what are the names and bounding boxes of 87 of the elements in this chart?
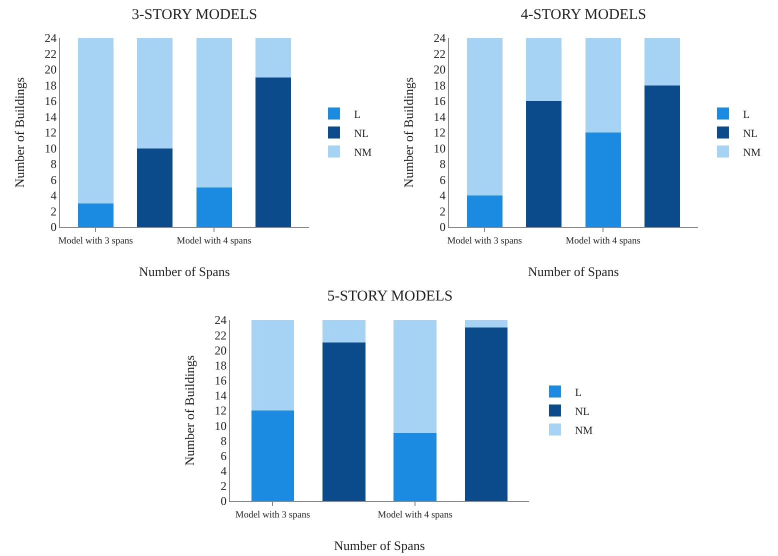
bar bbox=[394, 433, 436, 501]
x-tick-label: Model with 3 spans bbox=[447, 236, 522, 246]
y-tick-label: 6 bbox=[220, 448, 227, 463]
bar bbox=[464, 328, 508, 501]
y-axis-title: Number of Buildings bbox=[182, 355, 197, 466]
bar bbox=[585, 38, 621, 132]
y-axis-title: Number of Buildings bbox=[401, 77, 416, 188]
legend-label: NL bbox=[574, 406, 590, 418]
y-tick-label: 2 bbox=[220, 479, 227, 494]
y-tick-label: 8 bbox=[440, 157, 446, 172]
y-tick-label: 24 bbox=[434, 31, 446, 46]
legend-label: NM bbox=[742, 146, 761, 159]
bar bbox=[78, 203, 114, 227]
y-tick-label: 0 bbox=[220, 494, 227, 508]
y-tick-label: 14 bbox=[214, 388, 227, 403]
x-tick-label: Model with 4 spans bbox=[566, 236, 641, 246]
bar bbox=[196, 38, 232, 188]
bar bbox=[256, 77, 292, 227]
legend-label: L bbox=[574, 386, 582, 399]
y-tick-label: 18 bbox=[434, 78, 446, 92]
legend-label: NM bbox=[354, 146, 372, 159]
x-tick-label: Model with 4 spans bbox=[176, 236, 252, 246]
bar bbox=[322, 342, 366, 501]
x-tick-label: Model with 3 spans bbox=[235, 510, 310, 520]
y-axis-title: Number of Buildings bbox=[12, 77, 27, 188]
y-tick-label: 20 bbox=[214, 343, 227, 358]
bar bbox=[644, 38, 680, 86]
bar bbox=[322, 320, 366, 343]
legend-label: L bbox=[354, 108, 361, 121]
x-axis-title: Number of Spans bbox=[334, 538, 425, 553]
legend-label: NM bbox=[574, 424, 593, 437]
y-tick-label: 8 bbox=[220, 434, 227, 448]
x-tick-label: Model with 4 spans bbox=[378, 510, 453, 520]
bar bbox=[526, 101, 562, 227]
bar bbox=[78, 38, 114, 204]
y-tick-label: 20 bbox=[44, 62, 57, 77]
y-tick-label: 4 bbox=[440, 188, 446, 203]
y-tick-label: 12 bbox=[434, 126, 446, 140]
x-tick-label: Model with 3 spans bbox=[58, 236, 134, 246]
y-tick-label: 6 bbox=[440, 172, 446, 187]
y-tick-label: 2 bbox=[440, 204, 446, 218]
y-tick-label: 18 bbox=[44, 78, 57, 92]
y-tick-label: 10 bbox=[44, 141, 57, 156]
y-tick-label: 0 bbox=[440, 220, 446, 234]
y-tick-label: 22 bbox=[44, 46, 57, 61]
y-tick-label: 8 bbox=[50, 157, 57, 172]
y-tick-label: 24 bbox=[44, 31, 57, 46]
bar bbox=[466, 196, 502, 227]
bar bbox=[196, 188, 232, 227]
y-tick-label: 4 bbox=[50, 188, 57, 203]
y-tick-label: 14 bbox=[44, 110, 57, 124]
chart-title: 4-STORY MODELS bbox=[520, 6, 646, 23]
x-axis-title: Number of Spans bbox=[528, 264, 619, 279]
bar bbox=[466, 38, 502, 196]
y-tick-label: 20 bbox=[434, 62, 446, 77]
y-tick-label: 2 bbox=[50, 204, 57, 218]
y-tick-label: 12 bbox=[44, 126, 57, 140]
y-tick-label: 6 bbox=[50, 172, 57, 187]
bar bbox=[644, 85, 680, 227]
y-tick-label: 16 bbox=[434, 94, 446, 108]
bar bbox=[137, 38, 173, 148]
y-tick-label: 24 bbox=[214, 313, 227, 328]
chart-title: 3-STORY MODELS bbox=[132, 6, 258, 23]
y-tick-label: 16 bbox=[44, 94, 57, 108]
x-axis-title: Number of Spans bbox=[139, 264, 230, 279]
bar bbox=[137, 148, 173, 227]
y-tick-label: 22 bbox=[214, 328, 227, 342]
bar bbox=[394, 320, 436, 434]
y-tick-label: 0 bbox=[50, 220, 57, 234]
bar bbox=[464, 320, 508, 328]
y-tick-label: 10 bbox=[214, 418, 227, 433]
y-tick-label: 16 bbox=[214, 374, 227, 388]
legend-label: NL bbox=[742, 128, 758, 140]
y-tick-label: 4 bbox=[220, 464, 227, 478]
bar bbox=[251, 410, 294, 501]
legend-label: NL bbox=[354, 128, 369, 140]
y-tick-label: 14 bbox=[434, 110, 446, 124]
y-tick-label: 10 bbox=[434, 141, 446, 156]
bar bbox=[251, 320, 294, 410]
y-tick-label: 12 bbox=[214, 404, 227, 418]
y-tick-label: 22 bbox=[434, 46, 446, 61]
chart-title: 5-STORY MODELS bbox=[327, 288, 453, 305]
bar bbox=[256, 38, 292, 78]
legend-label: L bbox=[742, 108, 750, 121]
bar bbox=[585, 132, 621, 227]
y-tick-label: 18 bbox=[214, 358, 227, 372]
bar bbox=[526, 38, 562, 101]
